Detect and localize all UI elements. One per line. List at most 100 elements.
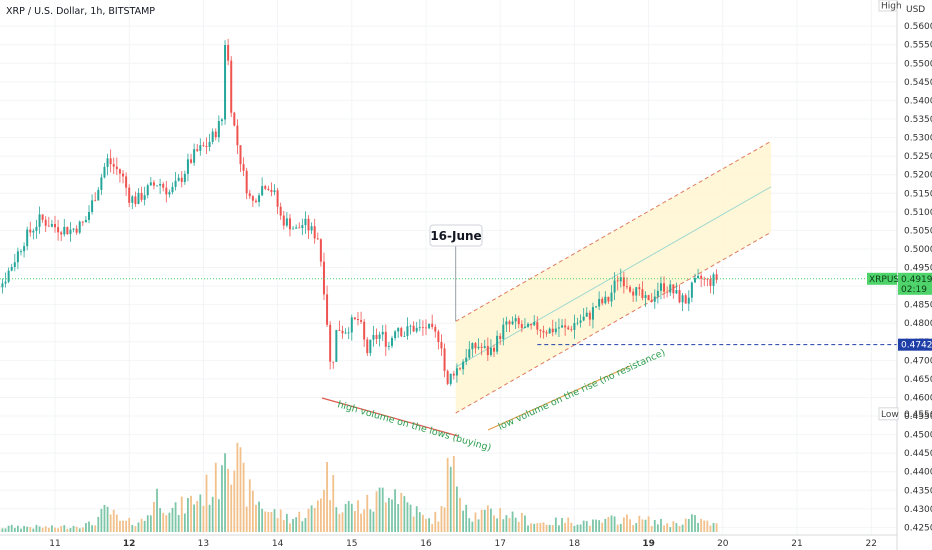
price-tick-22: 0.45000: [904, 431, 932, 441]
candle-body: [193, 149, 196, 163]
candle-body: [264, 186, 267, 189]
volume-bar: [171, 507, 174, 532]
volume-bar: [567, 517, 570, 532]
time-tick-17: 17: [494, 539, 505, 549]
volume-bar: [245, 506, 248, 532]
volume-bar: [301, 521, 304, 532]
candle-body: [13, 262, 16, 267]
candle-body: [418, 327, 421, 329]
volume-bar: [103, 504, 106, 532]
candle-body: [174, 180, 177, 187]
candle-body: [638, 287, 641, 290]
candle-body: [474, 343, 477, 349]
candle-body: [54, 224, 56, 228]
volume-bar: [576, 524, 579, 532]
candle-body: [288, 218, 291, 230]
candle-body: [434, 326, 437, 332]
candle-body: [363, 321, 366, 340]
time-tick-22: 22: [865, 539, 876, 549]
candle-body: [224, 44, 227, 120]
candle-body: [63, 226, 66, 235]
volume-bar: [196, 501, 199, 532]
volume-bar: [81, 527, 84, 532]
volume-bar: [208, 504, 211, 532]
candle-body: [632, 291, 635, 296]
volume-bar: [548, 524, 551, 532]
candle-body: [208, 141, 211, 147]
candle-body: [669, 284, 672, 293]
candle-body: [279, 206, 282, 216]
candle-body: [118, 169, 121, 174]
volume-bar: [134, 526, 137, 532]
price-tick-11: 0.50500: [904, 226, 932, 236]
volume-bar: [341, 512, 344, 532]
candle-body: [653, 296, 656, 302]
candle-body: [455, 368, 458, 376]
volume-bar: [94, 525, 97, 532]
volume-bar: [619, 523, 622, 532]
volume-bar: [248, 479, 251, 532]
candle-body: [598, 298, 601, 307]
price-tick-13: 0.49500: [904, 264, 932, 274]
candle-body: [622, 277, 625, 287]
candle-body: [295, 227, 298, 229]
volume-bar: [304, 518, 307, 532]
candle-body: [128, 187, 131, 203]
time-tick-20: 20: [717, 539, 729, 549]
volume-bar: [678, 525, 681, 532]
volume-bar: [446, 457, 449, 532]
event-label-16-june[interactable]: 16-June: [429, 224, 483, 247]
candle-body: [554, 328, 557, 333]
candle-body: [483, 346, 486, 348]
channel-upper[interactable]: [455, 140, 772, 322]
volume-bar: [159, 508, 162, 532]
candle-body: [486, 346, 489, 356]
svg-text:16-June: 16-June: [430, 229, 481, 243]
volume-bar: [545, 524, 548, 532]
candle-body: [551, 328, 554, 333]
volume-bar: [153, 502, 155, 532]
volume-bar: [690, 514, 693, 532]
volume-bar: [100, 508, 103, 532]
channel-lower[interactable]: [455, 231, 772, 414]
candle-body: [26, 229, 29, 247]
volume-bar: [1, 528, 4, 532]
volume-bar: [51, 525, 53, 532]
volume-bar: [452, 456, 455, 532]
candle-body: [137, 192, 140, 204]
candle-body: [180, 177, 183, 182]
volume-bar: [418, 512, 421, 532]
candle-body: [502, 324, 505, 340]
volume-bar: [468, 518, 471, 532]
volume-bar: [258, 501, 260, 532]
volume-bar: [242, 462, 245, 532]
candle-body: [245, 170, 248, 194]
candle-body: [298, 227, 301, 229]
volume-bar: [378, 487, 381, 532]
candle-body: [471, 343, 474, 350]
volume-bar: [573, 525, 576, 532]
volume-bar: [295, 517, 298, 532]
candle-body: [140, 192, 143, 200]
candle-body: [650, 300, 653, 302]
candle-body: [171, 186, 174, 193]
volume-bar: [29, 527, 32, 532]
volume-bar: [366, 494, 369, 532]
candle-body: [428, 323, 431, 329]
volume-bar: [592, 519, 594, 532]
time-axis[interactable]: 11 12 13 14 15 16 17 18 19 20 21 22: [0, 534, 897, 549]
volume-bar: [326, 462, 328, 532]
volume-bar: [709, 525, 712, 532]
time-tick-13: 13: [198, 539, 209, 549]
volume-bar: [347, 501, 350, 532]
volume-bars: [0, 442, 718, 532]
overlays: [0, 246, 897, 437]
candle-body: [190, 159, 193, 163]
volume-bar: [610, 515, 613, 532]
volume-bar: [638, 515, 641, 532]
volume-bar: [391, 499, 393, 532]
candle-body: [462, 361, 465, 370]
candle-body: [307, 218, 310, 231]
volume-bar: [310, 505, 313, 532]
